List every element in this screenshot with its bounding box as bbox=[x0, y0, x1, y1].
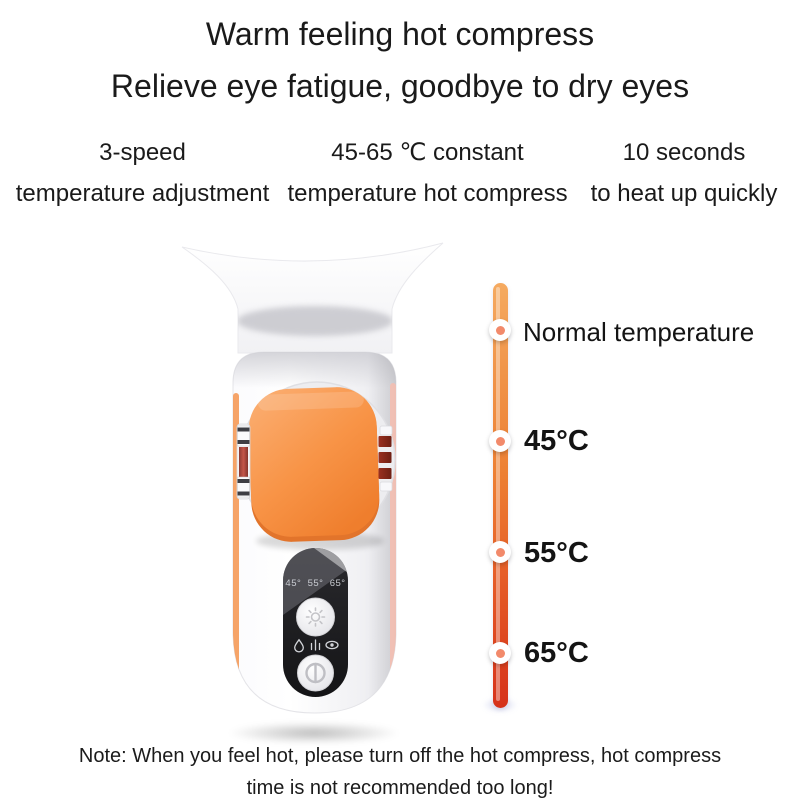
note-line-2: time is not recommended too long! bbox=[246, 777, 554, 799]
feature-fast-heat: 10 seconds to heat up quickly bbox=[578, 139, 790, 207]
temperature-display: 45° 55° 65° bbox=[285, 578, 345, 589]
thermometer-marker bbox=[489, 319, 511, 341]
eye-cup bbox=[181, 242, 444, 354]
feature-line: temperature adjustment bbox=[15, 180, 270, 207]
poster-title: Warm feeling hot compress bbox=[205, 16, 595, 52]
water-drop-icon bbox=[294, 638, 304, 653]
power-icon bbox=[305, 662, 326, 684]
thermometer-marker bbox=[489, 642, 511, 664]
feature-line: to heat up quickly bbox=[590, 180, 778, 207]
heating-pad bbox=[248, 387, 380, 542]
scale-label-55: 55°C bbox=[524, 537, 589, 569]
thermometer-marker bbox=[489, 430, 511, 452]
note-line-1: Note: When you feel hot, please turn off… bbox=[78, 745, 722, 767]
scale-label-normal: Normal temperature bbox=[523, 317, 755, 347]
scale-label-65: 65°C bbox=[524, 637, 589, 669]
feature-3-speed: 3-speed temperature adjustment bbox=[0, 139, 285, 207]
left-hinge bbox=[236, 423, 251, 500]
device-ground-shadow bbox=[228, 722, 400, 744]
steam-icon bbox=[310, 639, 321, 651]
control-panel: 45° 55° 65° bbox=[283, 548, 348, 697]
feature-line: 45-65 ℃ constant bbox=[331, 139, 524, 166]
feature-line: 3-speed bbox=[99, 139, 186, 166]
scale-label-45: 45°C bbox=[524, 425, 589, 457]
power-button bbox=[297, 654, 334, 692]
temperature-mode-button bbox=[296, 597, 335, 637]
thermometer-bar bbox=[493, 283, 508, 708]
eye-icon bbox=[325, 640, 339, 650]
sun-icon bbox=[305, 607, 326, 627]
right-vents bbox=[378, 425, 393, 492]
feature-constant-temp: 45-65 ℃ constant temperature hot compres… bbox=[280, 139, 575, 207]
product-image: 45° 55° 65° bbox=[181, 242, 444, 744]
feature-line: temperature hot compress bbox=[287, 180, 568, 207]
feature-line: 10 seconds bbox=[622, 139, 746, 166]
thermometer-marker bbox=[489, 541, 511, 563]
poster-subtitle: Relieve eye fatigue, goodbye to dry eyes bbox=[110, 68, 690, 104]
